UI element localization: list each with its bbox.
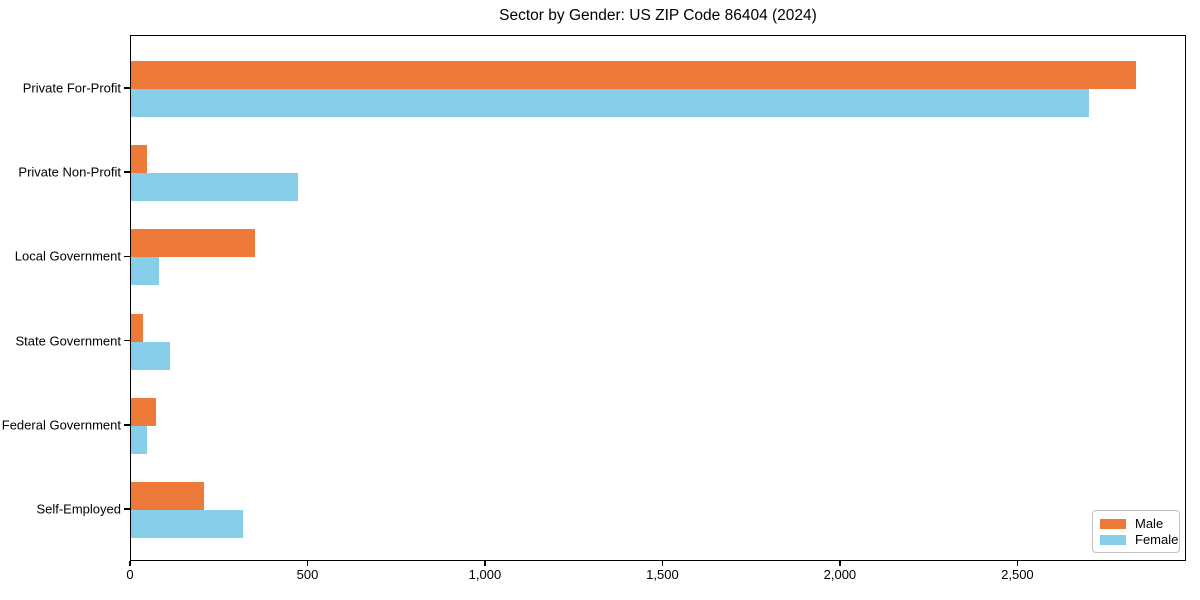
x-tick-label: 2,000 xyxy=(823,567,857,582)
bar-female-5 xyxy=(131,510,243,538)
bar-female-1 xyxy=(131,173,298,202)
bar-male-0 xyxy=(131,61,1136,89)
x-tick-label: 1,000 xyxy=(468,567,502,582)
legend-swatch-male xyxy=(1100,518,1126,529)
bar-male-2 xyxy=(131,229,256,258)
legend-item-male: Male xyxy=(1100,517,1179,530)
y-tick-label: Self-Employed xyxy=(36,501,121,517)
x-tick xyxy=(306,561,309,566)
chart-title: Sector by Gender: US ZIP Code 86404 (202… xyxy=(499,7,817,24)
x-tick xyxy=(484,561,486,566)
x-tick xyxy=(839,561,841,566)
bar-female-0 xyxy=(131,89,1090,117)
x-tick-label: 0 xyxy=(126,567,134,582)
y-tick xyxy=(124,508,130,510)
y-tick xyxy=(124,171,130,173)
bar-male-1 xyxy=(131,145,147,174)
x-tick xyxy=(1016,561,1019,566)
y-tick-label: Private Non-Profit xyxy=(18,164,121,180)
bar-male-3 xyxy=(131,313,144,342)
bar-female-3 xyxy=(131,341,171,370)
y-tick xyxy=(124,87,130,89)
x-tick xyxy=(129,561,131,566)
bar-female-4 xyxy=(131,425,147,454)
y-tick-label: Private For-Profit xyxy=(22,80,121,96)
y-tick-label: Local Government xyxy=(14,248,121,264)
y-tick-label: State Government xyxy=(15,333,122,349)
y-tick-label: Federal Government xyxy=(1,417,121,433)
x-tick-label: 2,500 xyxy=(1001,567,1034,582)
y-tick xyxy=(124,339,130,342)
x-tick-label: 1,500 xyxy=(646,567,679,582)
y-tick xyxy=(124,255,130,258)
legend-label-male: Male xyxy=(1135,516,1164,531)
y-tick xyxy=(124,424,130,426)
legend: Male Female xyxy=(1092,510,1180,553)
legend-swatch-female xyxy=(1100,534,1126,545)
plot-area xyxy=(130,35,1186,561)
bar-female-2 xyxy=(131,257,160,286)
x-tick-label: 500 xyxy=(296,567,319,582)
legend-item-female: Female xyxy=(1100,533,1179,546)
bar-male-5 xyxy=(131,482,204,510)
bar-male-4 xyxy=(131,397,156,426)
x-tick xyxy=(661,561,664,566)
legend-label-female: Female xyxy=(1135,532,1179,547)
